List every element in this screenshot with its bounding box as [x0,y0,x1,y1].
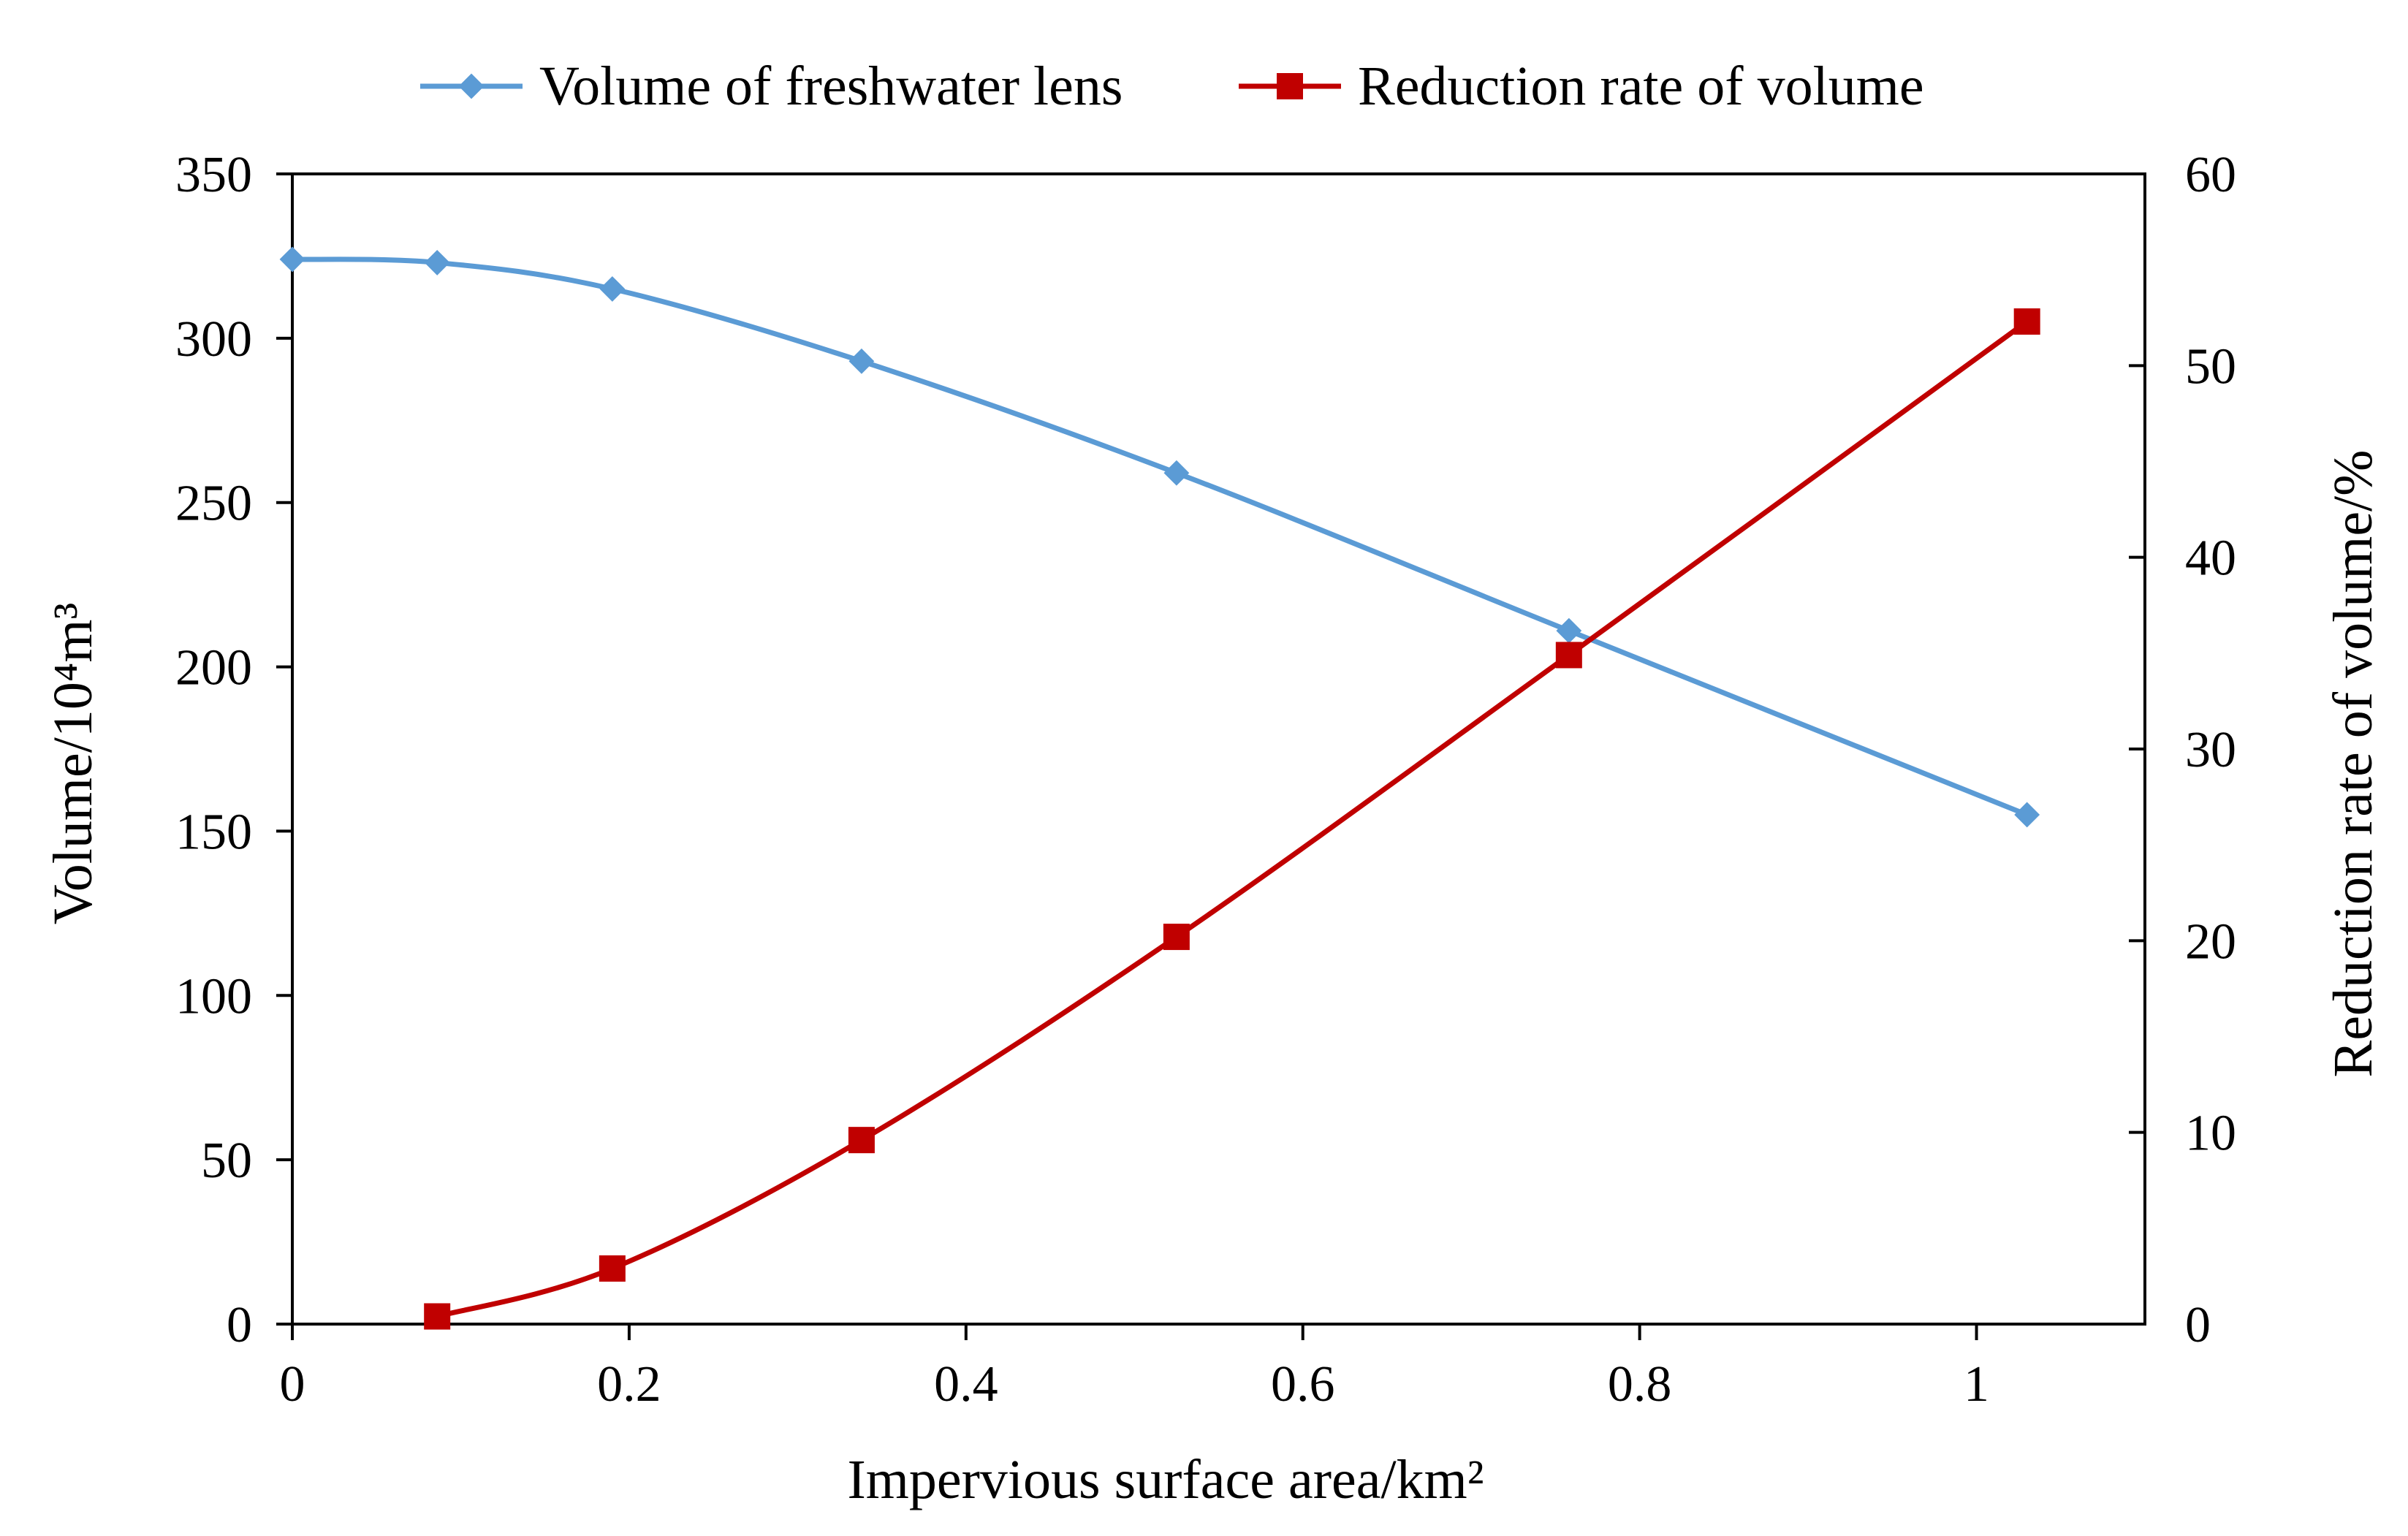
y2-tick-label: 30 [2185,722,2236,778]
y2-axis-title: Reduction rate of volume/% [2322,450,2384,1078]
legend-label: Reduction rate of volume [1358,56,1924,117]
series-line [292,256,2028,818]
x-tick-label: 0 [280,1356,305,1413]
axes-layer: 0 0.2 0.4 0.6 0.8 105010015020025030035001020… [175,147,2236,1413]
x-tick-label: 0.4 [934,1356,998,1413]
x-tick-label: 0.6 [1271,1356,1335,1413]
data-point [1556,617,1582,644]
y-tick-label: 300 [175,311,252,368]
data-point [424,250,450,275]
y-axis-title: Volume/10⁴m³ [42,603,104,925]
legend-swatch-marker [458,73,485,99]
data-point [279,246,305,273]
y2-tick-label: 10 [2185,1106,2236,1162]
y-tick-label: 350 [175,147,252,203]
y-tick-label: 100 [175,968,252,1024]
data-point [1163,460,1190,486]
data-point [848,348,875,374]
x-axis-title: Impervious surface area/km² [847,1449,1484,1510]
series-layer [279,246,2040,1330]
series-2 [424,308,2040,1330]
data-point [599,275,626,302]
data-point [1163,924,1190,951]
data-point [424,1303,451,1330]
data-point [848,1127,875,1154]
y2-tick-label: 50 [2185,338,2236,395]
legend-item: Volume of freshwater lens [420,56,1123,117]
y-tick-label: 0 [227,1297,252,1353]
x-tick-label: 0.8 [1608,1356,1672,1413]
series-1 [279,246,2040,828]
y2-tick-label: 20 [2185,913,2236,970]
y-tick-label: 150 [175,804,252,860]
data-point [599,1255,626,1282]
y2-tick-label: 60 [2185,147,2236,203]
y-tick-label: 50 [201,1133,252,1189]
y-tick-label: 200 [175,640,252,696]
data-point [2014,802,2040,828]
y-tick-label: 250 [175,476,252,532]
x-tick-label: 0.2 [597,1356,661,1413]
data-point [2013,308,2040,335]
y2-tick-label: 40 [2185,531,2236,587]
series-line [436,319,2029,1319]
y2-tick-label: 0 [2185,1297,2211,1353]
x-tick-label: 1 [1964,1356,1989,1413]
legend: Volume of freshwater lens Reduction rate … [420,56,1924,117]
legend-label: Volume of freshwater lens [539,56,1123,117]
legend-item: Reduction rate of volume [1239,56,1924,117]
data-point [1555,642,1582,669]
legend-swatch-marker [1277,73,1303,99]
